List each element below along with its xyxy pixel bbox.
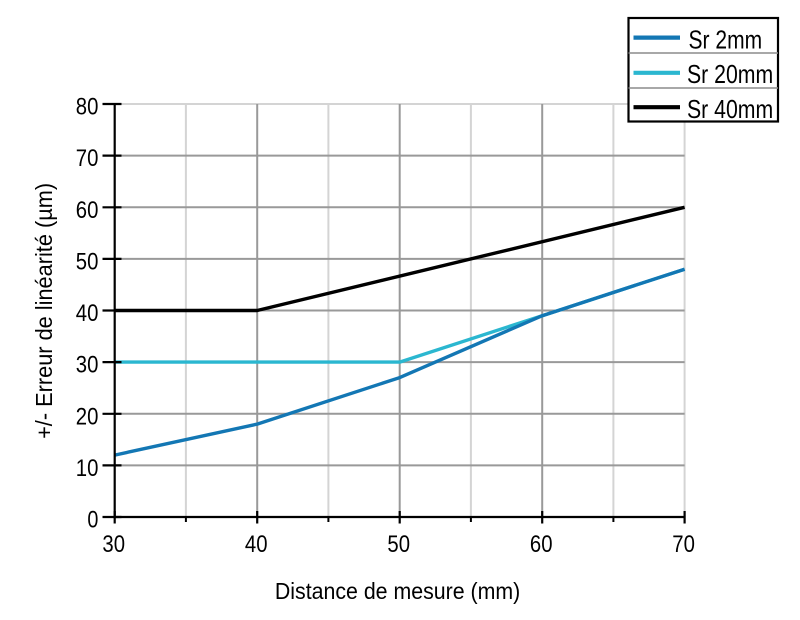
svg-text:30: 30 (76, 352, 99, 379)
svg-text:+/- Erreur de linéarité (µm): +/- Erreur de linéarité (µm) (31, 183, 57, 439)
svg-text:50: 50 (76, 249, 99, 276)
svg-text:70: 70 (672, 531, 695, 558)
svg-text:80: 80 (76, 94, 99, 121)
svg-text:30: 30 (102, 531, 125, 558)
svg-text:0: 0 (87, 507, 98, 534)
svg-text:Sr 20mm: Sr 20mm (687, 59, 773, 89)
svg-text:40: 40 (76, 300, 99, 327)
svg-text:20: 20 (76, 403, 99, 430)
svg-text:60: 60 (530, 531, 553, 558)
svg-text:Sr 2mm: Sr 2mm (689, 24, 763, 54)
svg-text:Sr 40mm: Sr 40mm (687, 94, 773, 124)
svg-text:10: 10 (76, 455, 99, 482)
svg-text:70: 70 (76, 145, 99, 172)
svg-text:60: 60 (76, 197, 99, 224)
svg-text:50: 50 (387, 531, 410, 558)
svg-text:Distance de mesure (mm): Distance de mesure (mm) (275, 578, 520, 604)
svg-text:40: 40 (245, 531, 268, 558)
